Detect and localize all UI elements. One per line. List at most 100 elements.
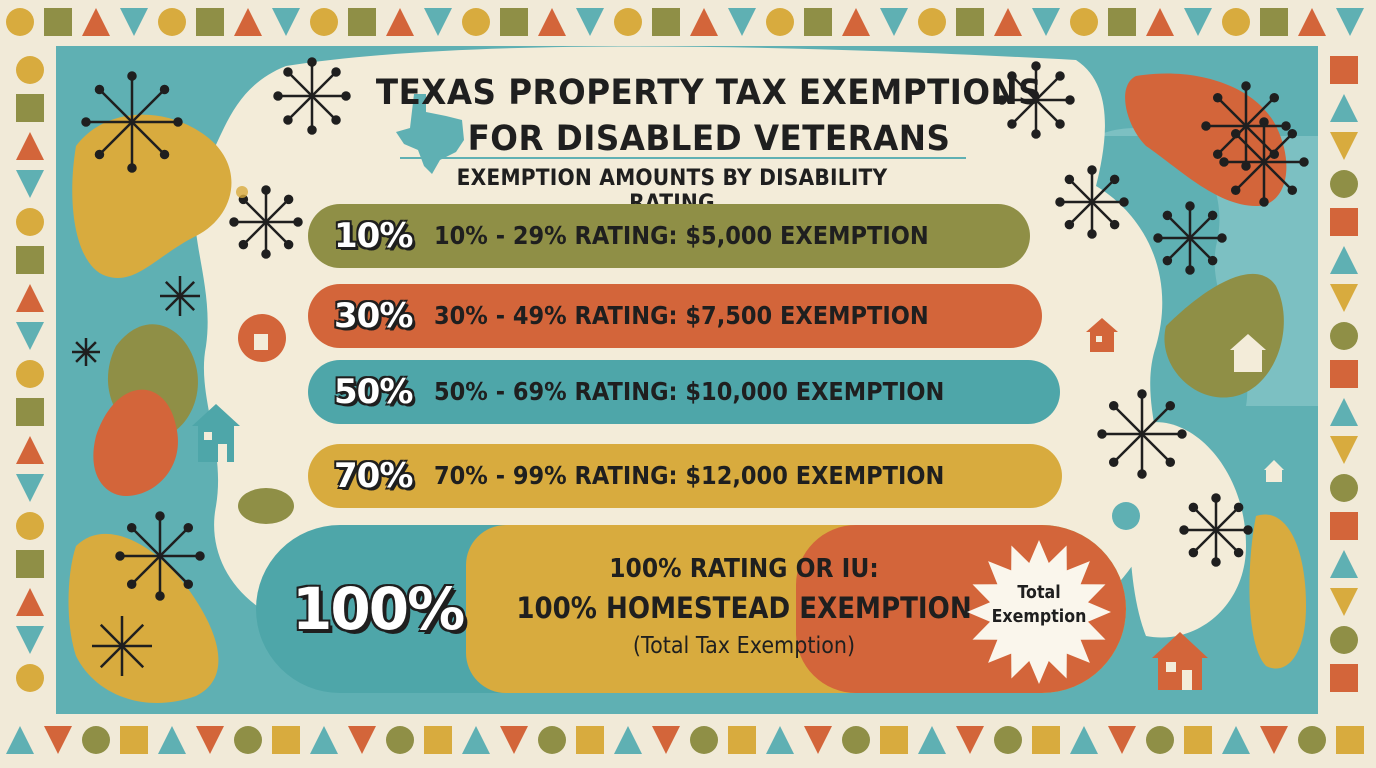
border-shape bbox=[538, 726, 566, 754]
border-shape bbox=[462, 726, 490, 754]
starburst-decor-icon bbox=[1179, 493, 1253, 567]
border-shape bbox=[1184, 726, 1212, 754]
border-shape bbox=[1032, 8, 1060, 36]
border-shape bbox=[1330, 360, 1358, 388]
border-shape bbox=[804, 8, 832, 36]
border-shape bbox=[44, 8, 72, 36]
starburst-label-line-1: Total bbox=[1017, 582, 1061, 603]
border-shape bbox=[1330, 588, 1358, 616]
border-shape bbox=[690, 8, 718, 36]
border-shape bbox=[272, 8, 300, 36]
full-exemption-text: 100% RATING OR IU: 100% HOMESTEAD EXEMPT… bbox=[484, 551, 1004, 663]
texas-map-icon bbox=[396, 94, 464, 174]
border-shape bbox=[16, 588, 44, 616]
tier-text: 30% - 49% RATING: $7,500 EXEMPTION bbox=[434, 301, 929, 330]
border-shape bbox=[16, 512, 44, 540]
border-shape bbox=[576, 8, 604, 36]
border-shape bbox=[652, 726, 680, 754]
border-shape bbox=[1146, 8, 1174, 36]
starburst-decor-icon bbox=[229, 185, 303, 259]
border-shape bbox=[880, 8, 908, 36]
starburst-label-line-2: Exemption bbox=[991, 606, 1087, 627]
border-shape bbox=[1336, 8, 1364, 36]
border-shape bbox=[348, 726, 376, 754]
house-icon bbox=[1152, 632, 1208, 690]
house-icon bbox=[238, 314, 286, 362]
border-shape bbox=[842, 726, 870, 754]
border-shape bbox=[1298, 726, 1326, 754]
border-shape bbox=[196, 726, 224, 754]
starburst-decor-icon bbox=[1219, 117, 1309, 207]
border-shape bbox=[16, 626, 44, 654]
border-shape bbox=[16, 284, 44, 312]
border-shape bbox=[614, 726, 642, 754]
border-shape bbox=[1108, 726, 1136, 754]
border-shape bbox=[766, 8, 794, 36]
house-icon bbox=[1086, 318, 1118, 352]
border-shape bbox=[16, 360, 44, 388]
border-shape bbox=[918, 726, 946, 754]
border-shape bbox=[234, 8, 262, 36]
house-icon bbox=[192, 404, 240, 462]
tier-row-10: 10% 10% - 29% RATING: $5,000 EXEMPTION bbox=[308, 204, 1030, 268]
border-shape bbox=[120, 8, 148, 36]
olive-oval bbox=[238, 488, 294, 524]
border-shape bbox=[272, 726, 300, 754]
border-shape bbox=[16, 398, 44, 426]
border-shape bbox=[16, 132, 44, 160]
border-shape bbox=[1184, 8, 1212, 36]
border-shape bbox=[1330, 512, 1358, 540]
starburst-decor-icon bbox=[1055, 165, 1129, 239]
border-shape bbox=[16, 436, 44, 464]
border-shape bbox=[1330, 170, 1358, 198]
starburst-label: Total Exemption bbox=[973, 581, 1105, 629]
tier-row-50: 50% 50% - 69% RATING: $10,000 EXEMPTION bbox=[308, 360, 1060, 424]
border-shape bbox=[1330, 436, 1358, 464]
border-shape bbox=[6, 726, 34, 754]
border-shape bbox=[1108, 8, 1136, 36]
full-exemption-badge: 100% bbox=[292, 575, 465, 643]
border-shape bbox=[82, 8, 110, 36]
border-shape bbox=[310, 8, 338, 36]
mustard-blob-left-top bbox=[72, 114, 232, 278]
starburst-decor-icon bbox=[997, 61, 1075, 139]
starburst-decor-icon bbox=[1201, 81, 1291, 171]
main-panel: TEXAS PROPERTY TAX EXEMPTIONS FOR DISABL… bbox=[56, 46, 1318, 714]
border-shape bbox=[1336, 726, 1364, 754]
border-shape bbox=[1330, 246, 1358, 274]
border-shape bbox=[16, 322, 44, 350]
starburst-decor-icon bbox=[72, 338, 100, 366]
border-shape bbox=[1330, 626, 1358, 654]
border-shape bbox=[1260, 8, 1288, 36]
starburst-decor-icon bbox=[160, 276, 200, 316]
border-shape bbox=[386, 726, 414, 754]
border-shape bbox=[1330, 398, 1358, 426]
border-shape bbox=[16, 56, 44, 84]
title-block: TEXAS PROPERTY TAX EXEMPTIONS FOR DISABL… bbox=[324, 70, 1094, 178]
border-shape bbox=[956, 726, 984, 754]
border-shape bbox=[842, 8, 870, 36]
full-exemption-line-3: (Total Tax Exemption) bbox=[632, 633, 856, 659]
starburst-decor-icon bbox=[115, 511, 205, 601]
border-shape bbox=[44, 726, 72, 754]
border-shape bbox=[424, 8, 452, 36]
border-shape bbox=[576, 726, 604, 754]
mustard-blob-left-bottom bbox=[68, 533, 219, 703]
border-shape bbox=[386, 8, 414, 36]
full-exemption-line-2: 100% HOMESTEAD EXEMPTION bbox=[516, 591, 972, 625]
border-shape bbox=[158, 726, 186, 754]
border-shape bbox=[918, 8, 946, 36]
border-shape bbox=[1330, 56, 1358, 84]
border-shape bbox=[16, 94, 44, 122]
border-shape bbox=[1330, 474, 1358, 502]
border-shape bbox=[880, 726, 908, 754]
starburst-decor-icon bbox=[92, 616, 152, 676]
border-shape bbox=[16, 474, 44, 502]
border-shape bbox=[310, 726, 338, 754]
border-shape bbox=[196, 8, 224, 36]
border-shape bbox=[1222, 8, 1250, 36]
starburst-shape bbox=[967, 540, 1111, 684]
starburst-decor-icon bbox=[1153, 201, 1227, 275]
starburst-decor-icon bbox=[1097, 389, 1187, 479]
